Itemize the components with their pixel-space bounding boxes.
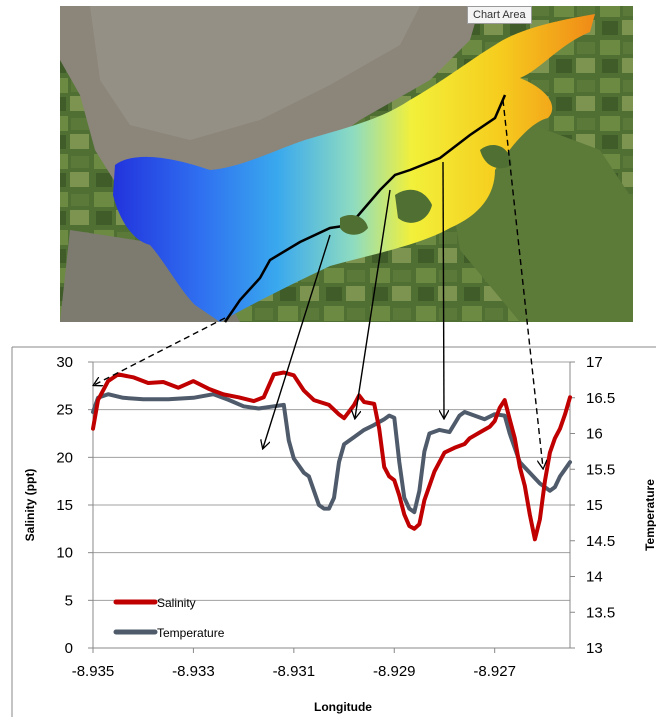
right-tick-label: 16 (586, 426, 603, 443)
left-tick-label: 5 (65, 592, 73, 609)
right-axis-title: Temperature (643, 479, 656, 551)
x-tick-label: -8.931 (273, 663, 316, 680)
right-tick-label: 14 (586, 569, 603, 586)
annotation-arrow-5 (502, 99, 543, 468)
right-tick-label: 15.5 (586, 461, 615, 478)
legend-label-temperature: Temperature (157, 626, 225, 640)
satellite-map-image (60, 6, 633, 323)
annotation-arrow-2 (263, 234, 331, 448)
right-axis-ticks: 13 13.5 14 14.5 15 15.5 16 16.5 17 (570, 354, 615, 657)
left-axis-ticks: 0 5 10 15 20 25 30 (56, 354, 93, 657)
annotation-arrows (94, 99, 543, 468)
left-tick-label: 10 (56, 545, 73, 562)
chart-area-tooltip: Chart Area (467, 6, 532, 24)
annotation-arrow-3 (355, 189, 391, 418)
right-tick-label: 16.5 (586, 390, 615, 407)
annotation-arrow-4 (443, 161, 444, 418)
right-tick-label: 17 (586, 354, 603, 371)
x-tick-label: -8.935 (72, 663, 115, 680)
left-tick-label: 25 (56, 402, 73, 419)
right-tick-label: 13.5 (586, 604, 615, 621)
series-line-salinity (91, 370, 572, 542)
left-tick-label: 30 (56, 354, 73, 371)
legend-label-salinity: Salinity (157, 596, 196, 610)
series-line-temperature (91, 392, 572, 515)
right-tick-label: 13 (586, 640, 603, 657)
x-axis-ticks: -8.935 -8.933 -8.931 -8.929 -8.927 (72, 648, 516, 680)
x-axis-title: Longitude (314, 700, 372, 714)
x-tick-label: -8.933 (172, 663, 215, 680)
series-layer (91, 370, 572, 542)
legend: Salinity Temperature (113, 596, 225, 640)
left-tick-label: 0 (65, 640, 73, 657)
left-tick-label: 15 (56, 497, 73, 514)
right-tick-label: 15 (586, 497, 603, 514)
left-tick-label: 20 (56, 449, 73, 466)
annotation-arrow-1 (94, 317, 226, 385)
x-tick-label: -8.929 (373, 663, 416, 680)
right-tick-label: 14.5 (586, 533, 615, 550)
left-axis-title: Salinity (ppt) (23, 469, 37, 542)
x-tick-label: -8.927 (473, 663, 516, 680)
